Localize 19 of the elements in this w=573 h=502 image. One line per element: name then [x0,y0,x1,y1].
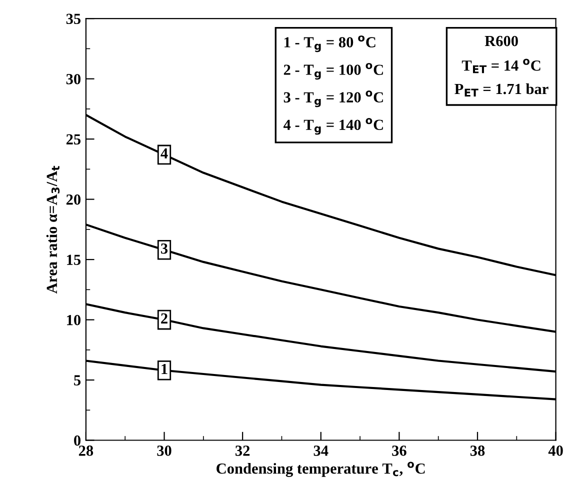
y-tick-label: 20 [66,194,81,205]
text: R600 T$_{ET}$ = 14 $^{o}$C P$_{ET}$ = 1.71 bar [454,36,548,96]
y-tick-label: 15 [67,254,81,265]
x-axis-title: Condensing temperature T$_{c}$, $^{o}$C [216,462,425,477]
y-tick-label: 30 [66,74,81,84]
y-tick-label: 0 [74,435,81,446]
y-axis-title: Area ratio α=A$_{3}$/A$_{t}$ [46,166,60,294]
y-tick-label: 5 [74,375,81,386]
x-tick-label: 40 [548,446,563,456]
x-tick-label: 34 [314,446,328,456]
text: 1 - T$_{g}$ = 80 $^{o}$C 2 - T$_{g}$ = 100 $^{o}$C 3 - T$_{g}$ = 120 $^{o}$C 4 - T$_{g}$ = 140 $^{o}$C [284,35,383,135]
y-tick-label: 25 [66,134,81,145]
x-tick-label: 28 [78,446,94,456]
x-tick-label: 36 [392,446,406,456]
y-tick-label: 35 [66,14,81,24]
x-tick-label: 38 [470,446,485,456]
y-tick-label: 10 [67,314,81,326]
x-tick-label: 32 [236,446,250,456]
x-tick-label: 30 [157,446,172,456]
